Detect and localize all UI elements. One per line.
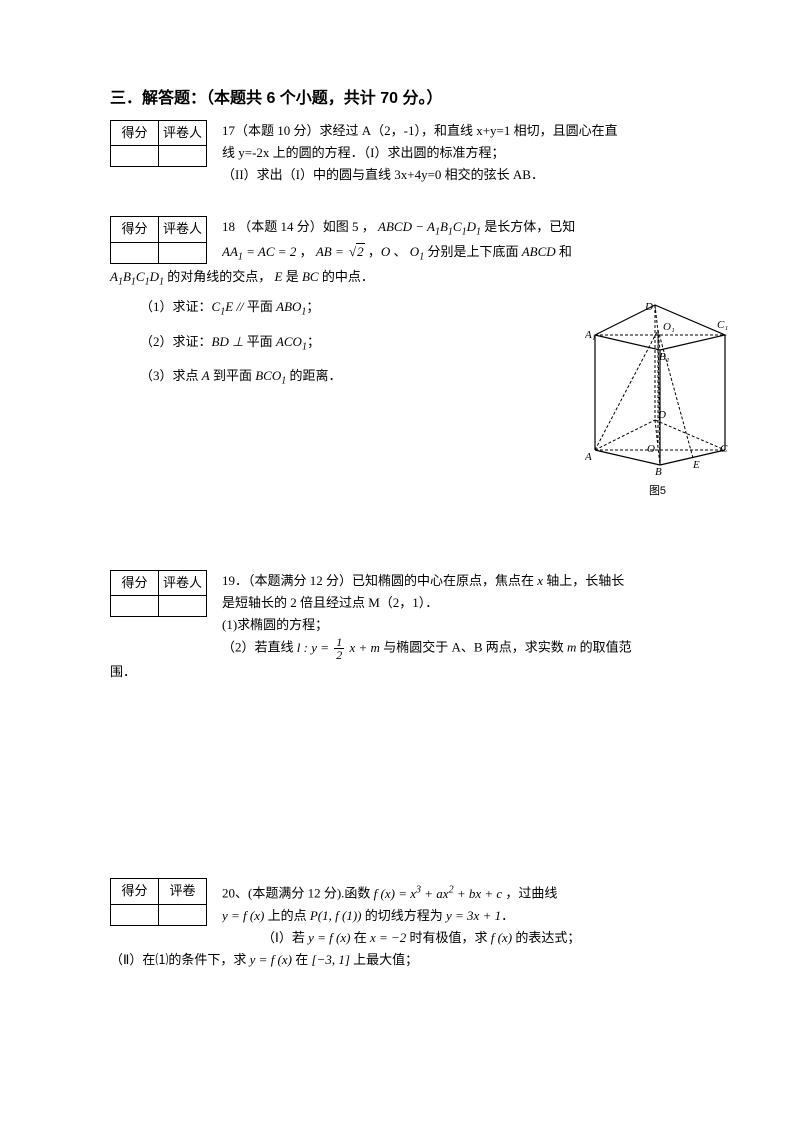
q18-head: 18 （本题 14 分）如图 5 ， ABCD − A1B1C1D1 是长方体，… [222,216,710,241]
grader-col: 评卷 [159,879,207,904]
math-expr: AB = 2 [316,244,365,259]
svg-text:D₁: D₁ [644,301,657,313]
score-box: 得分评卷人 [110,216,207,263]
svg-text:B: B [655,466,662,475]
score-col: 得分 [111,121,159,146]
cuboid-svg: A₁ B₁ C₁ D₁ O₁ A B C D O E [585,300,730,475]
svg-text:A₁: A₁ [585,329,596,341]
q18-line2: AA1 = AC = 2 ， AB = 2 ，O 、 O1 分别是上下底面 AB… [222,241,710,266]
q20-line2: y = f (x) 上的点 P(1, f (1)) 的切线方程为 y = 3x … [222,905,710,927]
svg-text:C₁: C₁ [717,319,728,331]
score-box: 得分评卷 [110,878,207,925]
q19-line2: 是短轴长的 2 倍且经过点 M（2，1）． [222,592,710,614]
score-col: 得分 [111,217,159,242]
q17-line2: （II）求出（I）中的圆与直线 3x+4y=0 相交的弦长 AB． [222,164,710,186]
section-header: 三．解答题：（本题共 6 个小题，共计 70 分。） [110,85,710,112]
grader-col: 评卷人 [159,217,207,242]
q20-line3: （Ⅰ）若 y = f (x) 在 x = −2 时有极值，求 f (x) 的表达… [262,927,710,949]
svg-text:O: O [647,443,655,455]
svg-text:E: E [692,459,700,471]
math-expr: f (x) = x3 + ax2 + bx + c [374,886,502,901]
grader-col: 评卷人 [159,121,207,146]
math-expr: l : y = 12 x + m [297,640,380,655]
q17-line1b: 线 y=-2x 上的圆的方程．（I）求出圆的标准方程； [222,142,710,164]
svg-text:C: C [720,443,728,455]
svg-text:O₁: O₁ [663,321,675,333]
page: 三．解答题：（本题共 6 个小题，共计 70 分。） 得分评卷人 17（本题 1… [0,0,800,1132]
math-expr: AA1 = AC = 2 [222,244,296,259]
question-17: 得分评卷人 17（本题 10 分）求经过 A（2，-1），和直线 x+y=1 相… [110,120,710,186]
score-box: 得分评卷人 [110,120,207,167]
question-19: 得分评卷人 19．（本题满分 12 分）已知椭圆的中心在原点，焦点在 x 轴上，… [110,570,710,683]
figure-caption: 图5 [585,482,730,501]
math-expr: ABCD − A1B1C1D1 [378,219,481,234]
score-col: 得分 [111,571,159,596]
q17-line1a: 17（本题 10 分）求经过 A（2，-1），和直线 x+y=1 相切，且圆心在… [222,120,710,142]
svg-text:A: A [585,451,592,463]
svg-text:D: D [657,409,666,421]
q19-line3: (1)求椭圆的方程； [222,614,710,636]
q18-line3: A1B1C1D1 的对角线的交点， E 是 BC 的中点． [110,266,710,291]
grader-col: 评卷人 [159,571,207,596]
score-box: 得分评卷人 [110,570,207,617]
q19-line4: （2）若直线 l : y = 12 x + m 与椭圆交于 A、B 两点，求实数… [222,636,710,661]
question-20: 得分评卷 20、(本题满分 12 分).函数 f (x) = x3 + ax2 … [110,878,710,971]
figure-5: A₁ B₁ C₁ D₁ O₁ A B C D O E 图5 [585,300,730,501]
q19-line5: 围． [110,661,710,683]
svg-text:B₁: B₁ [659,351,670,363]
q20-line4: （Ⅱ）在⑴的条件下，求 y = f (x) 在 [−3, 1] 上最大值； [110,949,710,971]
q19-line1: 19．（本题满分 12 分）已知椭圆的中心在原点，焦点在 x 轴上，长轴长 [222,570,710,592]
score-col: 得分 [111,879,159,904]
q20-line1: 20、(本题满分 12 分).函数 f (x) = x3 + ax2 + bx … [222,881,710,904]
